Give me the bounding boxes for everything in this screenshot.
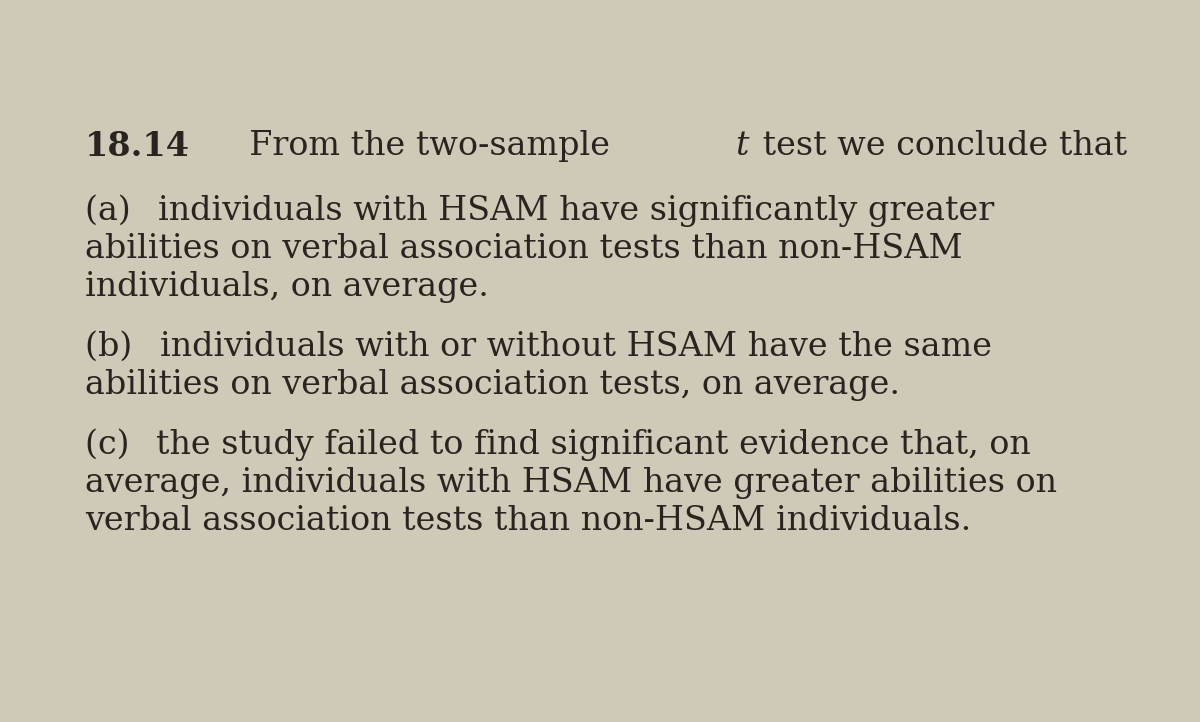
Text: (b): (b) bbox=[85, 331, 143, 362]
Text: individuals with or without HSAM have the same: individuals with or without HSAM have th… bbox=[160, 331, 991, 362]
Text: (a): (a) bbox=[85, 195, 142, 227]
Text: abilities on verbal association tests than non-HSAM: abilities on verbal association tests th… bbox=[85, 232, 962, 264]
Text: verbal association tests than non-HSAM individuals.: verbal association tests than non-HSAM i… bbox=[85, 505, 971, 536]
Text: From the two-sample: From the two-sample bbox=[228, 130, 622, 162]
Text: 18.14: 18.14 bbox=[85, 130, 190, 163]
Text: abilities on verbal association tests, on average.: abilities on verbal association tests, o… bbox=[85, 369, 900, 401]
Text: t: t bbox=[736, 130, 749, 162]
Text: individuals with HSAM have significantly greater: individuals with HSAM have significantly… bbox=[157, 195, 994, 227]
Text: test we conclude that: test we conclude that bbox=[752, 130, 1128, 162]
Text: average, individuals with HSAM have greater abilities on: average, individuals with HSAM have grea… bbox=[85, 466, 1057, 499]
Text: the study failed to find significant evidence that, on: the study failed to find significant evi… bbox=[156, 429, 1031, 461]
Text: (c): (c) bbox=[85, 429, 140, 461]
Text: individuals, on average.: individuals, on average. bbox=[85, 271, 488, 303]
